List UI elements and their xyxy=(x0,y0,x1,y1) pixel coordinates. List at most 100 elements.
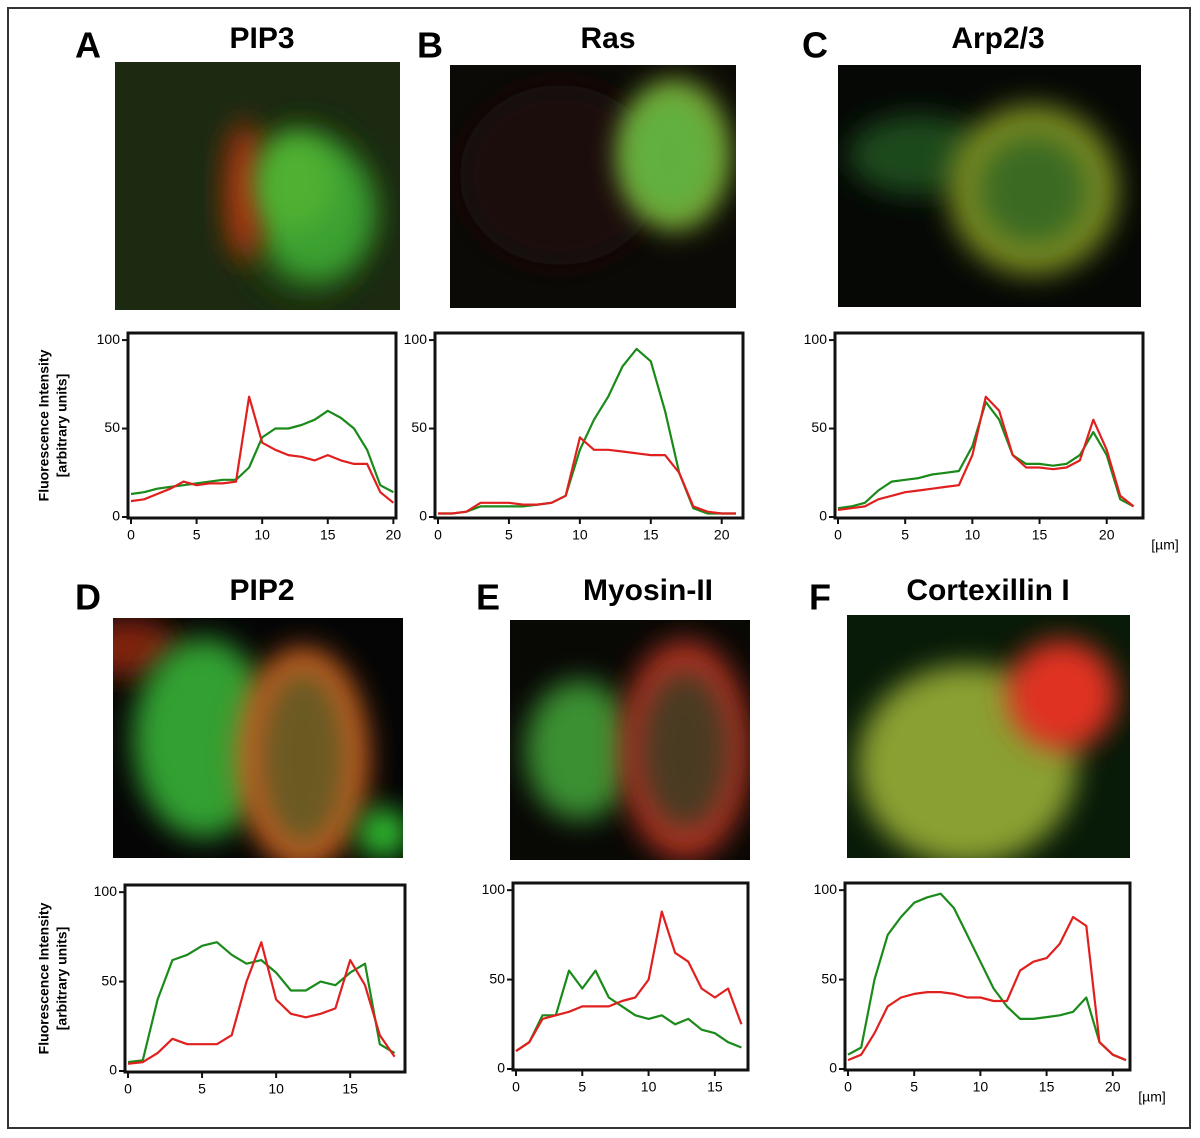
x-tick-label: 0 xyxy=(844,1079,852,1095)
x-tick-label: 15 xyxy=(1039,1079,1055,1095)
micrograph xyxy=(115,62,400,310)
data-line xyxy=(837,400,1135,510)
panel-letter: B xyxy=(417,25,443,66)
cell-blob xyxy=(525,680,635,820)
x-tick-label: 20 xyxy=(714,527,730,543)
data-line xyxy=(515,969,742,1053)
panel-letter: C xyxy=(802,25,828,66)
cell-blob xyxy=(258,668,348,848)
x-tick-label: 10 xyxy=(973,1079,989,1095)
x-tick-label: 10 xyxy=(254,527,270,543)
plot-frame xyxy=(123,883,407,1074)
y-tick-label: 50 xyxy=(104,419,120,435)
y-tick-label: 0 xyxy=(829,1060,837,1076)
y-tick-label: 100 xyxy=(97,331,121,347)
y-tick-label: 100 xyxy=(94,883,118,899)
x-tick-label: 15 xyxy=(320,527,336,543)
cell xyxy=(225,122,375,302)
micrograph xyxy=(510,620,750,860)
panel-title: PIP3 xyxy=(229,22,294,55)
y-tick-label: 50 xyxy=(489,970,505,986)
panel-letter: F xyxy=(809,577,831,618)
panel-title: Ras xyxy=(580,22,635,55)
data-line xyxy=(130,409,394,496)
cell xyxy=(460,80,730,265)
cell-blob xyxy=(1007,640,1117,750)
plot-frame xyxy=(433,331,745,520)
plot-frame xyxy=(833,331,1145,520)
cell-blob xyxy=(255,132,335,232)
x-tick-label: 5 xyxy=(901,527,909,543)
x-unit: [µm] xyxy=(1138,1089,1166,1105)
x-tick-label: 15 xyxy=(1032,527,1048,543)
cell xyxy=(848,105,1118,275)
x-tick-label: 5 xyxy=(193,527,201,543)
y-tick-label: 50 xyxy=(821,970,837,986)
data-line xyxy=(438,347,736,515)
x-tick-label: 10 xyxy=(572,527,588,543)
y-axis-label: [arbitrary units] xyxy=(54,927,70,1030)
y-tick-label: 100 xyxy=(804,331,828,347)
data-line xyxy=(515,910,743,1053)
x-tick-label: 5 xyxy=(578,1079,586,1095)
x-tick-label: 10 xyxy=(268,1081,284,1097)
y-tick-label: 0 xyxy=(109,1062,117,1078)
y-tick-label: 50 xyxy=(411,419,427,435)
y-tick-label: 50 xyxy=(101,972,117,988)
y-tick-label: 50 xyxy=(811,419,827,435)
cell-blob xyxy=(625,95,715,215)
cell-blob xyxy=(358,808,403,858)
panel-letter: E xyxy=(476,577,500,618)
panel-title: Myosin-II xyxy=(583,574,713,607)
y-tick-label: 100 xyxy=(814,881,838,897)
y-axis-label: Fluorescence Intensity xyxy=(36,902,52,1054)
cell-blob xyxy=(978,135,1088,245)
panel-letter: D xyxy=(75,577,101,618)
x-tick-label: 5 xyxy=(910,1079,918,1095)
x-tick-label: 20 xyxy=(1105,1079,1121,1095)
plot-frame xyxy=(843,881,1132,1072)
figure-frame xyxy=(7,7,1191,1129)
x-tick-label: 0 xyxy=(434,527,442,543)
data-line xyxy=(837,395,1135,511)
x-tick-label: 20 xyxy=(1099,527,1115,543)
cell xyxy=(113,618,403,858)
micrograph xyxy=(847,615,1130,858)
panel-title: Cortexillin I xyxy=(906,574,1069,607)
y-tick-label: 100 xyxy=(482,881,506,897)
data-line xyxy=(438,436,736,515)
micrograph xyxy=(113,618,403,858)
data-line xyxy=(127,941,396,1065)
panel-title: Arp2/3 xyxy=(951,22,1044,55)
x-tick-label: 0 xyxy=(124,1081,132,1097)
x-unit: [µm] xyxy=(1151,537,1179,553)
data-line xyxy=(847,892,1127,1062)
micrograph xyxy=(450,65,736,308)
y-axis-label: Fluorescence Intensity xyxy=(36,349,52,501)
x-tick-label: 15 xyxy=(643,527,659,543)
x-tick-label: 0 xyxy=(512,1079,520,1095)
x-tick-label: 20 xyxy=(386,527,402,543)
cell-blob xyxy=(640,670,730,830)
data-line xyxy=(847,915,1127,1062)
y-tick-label: 100 xyxy=(404,331,428,347)
x-tick-label: 10 xyxy=(641,1079,657,1095)
x-tick-label: 10 xyxy=(965,527,981,543)
panel-title: PIP2 xyxy=(229,574,294,607)
x-tick-label: 5 xyxy=(505,527,513,543)
cell-blob xyxy=(133,638,273,838)
y-tick-label: 0 xyxy=(419,508,427,524)
x-tick-label: 15 xyxy=(707,1079,723,1095)
x-tick-label: 0 xyxy=(127,527,135,543)
y-tick-label: 0 xyxy=(112,508,120,524)
micrograph xyxy=(838,65,1141,307)
data-line xyxy=(127,941,396,1064)
panel-letter: A xyxy=(75,25,101,66)
cell-blob xyxy=(460,85,660,265)
plot-frame xyxy=(511,881,750,1072)
x-tick-label: 15 xyxy=(342,1081,358,1097)
x-tick-label: 5 xyxy=(198,1081,206,1097)
data-line xyxy=(130,395,395,504)
